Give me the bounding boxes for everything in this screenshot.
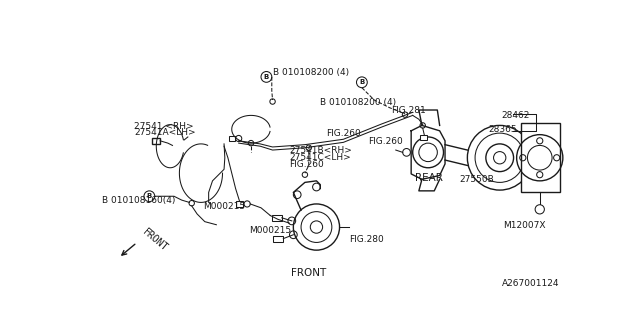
Text: FIG.260: FIG.260 <box>368 137 403 146</box>
Text: 28462: 28462 <box>501 111 530 120</box>
FancyBboxPatch shape <box>273 236 284 242</box>
Text: 27541A<LH>: 27541A<LH> <box>134 129 196 138</box>
Text: FIG.281: FIG.281 <box>391 106 426 115</box>
Text: FIG.280: FIG.280 <box>349 235 384 244</box>
FancyBboxPatch shape <box>228 136 235 141</box>
Text: 27541B<RH>: 27541B<RH> <box>289 146 353 155</box>
FancyBboxPatch shape <box>152 138 160 144</box>
Text: 27541 <RH>: 27541 <RH> <box>134 122 193 131</box>
Text: B 010108160(4): B 010108160(4) <box>102 196 175 205</box>
Text: FRONT: FRONT <box>291 268 326 278</box>
Text: B 010108200 (4): B 010108200 (4) <box>320 99 396 108</box>
Text: FIG.260: FIG.260 <box>326 129 361 138</box>
Text: REAR: REAR <box>415 173 443 183</box>
Text: M000215: M000215 <box>250 226 292 235</box>
Text: 28365: 28365 <box>488 124 516 134</box>
Text: B 010108200 (4): B 010108200 (4) <box>273 68 349 77</box>
Text: B: B <box>359 79 365 85</box>
Text: FRONT: FRONT <box>140 227 169 253</box>
Text: B: B <box>264 74 269 80</box>
FancyBboxPatch shape <box>521 123 560 192</box>
FancyBboxPatch shape <box>236 201 243 207</box>
FancyBboxPatch shape <box>420 135 428 140</box>
Text: B: B <box>147 193 152 199</box>
Text: 27541C<LH>: 27541C<LH> <box>289 153 351 162</box>
Text: M000215: M000215 <box>204 203 245 212</box>
FancyBboxPatch shape <box>272 215 282 221</box>
Text: A267001124: A267001124 <box>502 279 559 288</box>
Text: M12007X: M12007X <box>504 221 546 230</box>
Text: FIG.260: FIG.260 <box>289 160 324 169</box>
Text: 27550B: 27550B <box>459 175 493 184</box>
